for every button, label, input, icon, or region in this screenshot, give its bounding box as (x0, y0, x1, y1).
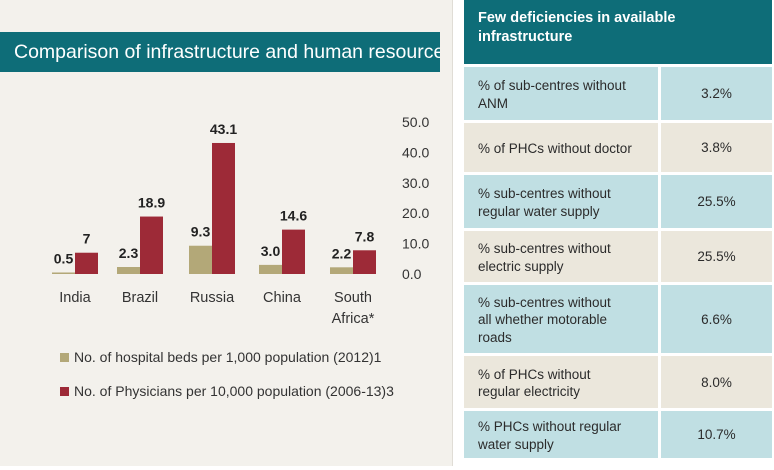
y-tick-label: 10.0 (402, 236, 429, 252)
row-label-line: electric supply (478, 258, 564, 274)
data-label-beds: 2.3 (119, 245, 139, 261)
row-label-line: % PHCs without regular (478, 419, 622, 434)
bar-beds (259, 264, 282, 274)
bar-physicians (140, 216, 163, 274)
row-value: 3.2% (701, 86, 732, 101)
bar-physicians (353, 250, 376, 274)
data-label-physicians: 7.8 (355, 228, 375, 244)
row-label-line: regular water supply (478, 203, 600, 219)
row-label-line: water supply (478, 436, 554, 452)
row-value: 3.8% (701, 140, 732, 155)
row-label: % of PHCs without regular electricity (464, 356, 661, 408)
legend-label-physicians: No. of Physicians per 10,000 population … (74, 383, 394, 399)
y-tick-label: 40.0 (402, 144, 429, 160)
legend-swatch-physicians (60, 386, 69, 396)
legend-item-physicians: No. of Physicians per 10,000 population … (60, 383, 394, 399)
row-label-line: % sub-centres without (478, 241, 611, 256)
row-label-line: % of PHCs without (478, 366, 591, 382)
bar-physicians (282, 229, 305, 274)
row-label: % PHCs without regular water supply (464, 411, 661, 458)
table-row: % PHCs without regular water supply 10.7% (464, 408, 772, 458)
data-label-beds: 3.0 (261, 243, 281, 259)
row-label: % sub-centres without electric supply (464, 231, 661, 282)
table-header-line: Few deficiencies in available (478, 10, 676, 26)
row-value: 8.0% (701, 374, 732, 390)
category-label: South (334, 290, 372, 306)
legend-item-hospital-beds: No. of hospital beds per 1,000 populatio… (60, 349, 381, 365)
data-label-beds: 2.2 (332, 245, 352, 261)
row-label-line: all whether motorable (478, 312, 608, 328)
table-row: % sub-centres without electric supply 25.5… (464, 228, 772, 282)
data-label-physicians: 7 (83, 231, 91, 247)
row-label-line: regular electricity (478, 384, 581, 399)
row-value: 25.5% (697, 194, 736, 209)
row-label: % of sub-centres without ANM (464, 67, 661, 120)
bar-physicians (212, 142, 235, 274)
category-label: Brazil (122, 290, 158, 306)
legend-label-hospital-beds: No. of hospital beds per 1,000 populatio… (74, 349, 382, 365)
table-row: % sub-centres without all whether motorab… (464, 282, 772, 353)
data-label-beds: 0.5 (54, 250, 74, 266)
bar-beds (117, 267, 140, 274)
category-label: Russia (190, 290, 235, 306)
bar-chart: 0.0 10.0 20.0 30.0 40.0 50.0 0.5 7 India 2.3 18.9 B… (52, 114, 429, 327)
deficiencies-table: Few deficiencies in available infrastruct… (464, 0, 772, 458)
chart-panel: Comparison of infrastructure and human r… (0, 0, 453, 466)
data-label-beds: 9.3 (191, 224, 211, 240)
y-tick-label: 50.0 (402, 114, 429, 130)
row-label: % sub-centres without regular water suppl… (464, 175, 661, 228)
table-header: Few deficiencies in available infrastruct… (464, 0, 772, 64)
category-label: India (59, 290, 91, 306)
table-row: % of PHCs without doctor 3.8% (464, 120, 772, 172)
row-label-line: % of PHCs without doctor (478, 140, 632, 156)
legend-swatch-hospital-beds (60, 352, 69, 362)
row-label: % sub-centres without all whether motorab… (464, 285, 661, 353)
row-label-line: % sub-centres without (478, 186, 611, 201)
chart-title: Comparison of infrastructure and human r… (0, 32, 440, 72)
row-value: 25.5% (697, 249, 736, 264)
category-label: China (263, 290, 302, 306)
bar-beds (330, 267, 353, 274)
y-tick-label: 0.0 (402, 266, 422, 282)
table-body: % of sub-centres without ANM 3.2% % of PHCs… (464, 64, 772, 458)
y-tick-label: 30.0 (402, 175, 429, 191)
row-value: 10.7% (697, 427, 736, 442)
table-row: % sub-centres without regular water suppl… (464, 172, 772, 228)
row-label-line: ANM (478, 95, 508, 111)
row-label: % of PHCs without doctor (464, 123, 661, 172)
row-label-line: % sub-centres without (478, 294, 611, 310)
data-label-physicians: 43.1 (210, 121, 237, 137)
row-label-line: % of sub-centres without (478, 78, 626, 93)
data-label-physicians: 18.9 (138, 195, 165, 211)
bar-beds (52, 272, 75, 274)
bar-physicians (75, 252, 98, 274)
table-row: % of PHCs without regular electricity 8.0% (464, 353, 772, 408)
data-label-physicians: 14.6 (280, 208, 307, 224)
bar-beds (189, 245, 212, 274)
y-tick-label: 20.0 (402, 205, 429, 221)
row-value: 6.6% (701, 311, 732, 327)
row-label-line: roads (478, 329, 512, 345)
table-header-line: infrastructure (478, 29, 573, 45)
category-label: Africa* (332, 311, 375, 327)
table-row: % of sub-centres without ANM 3.2% (464, 64, 772, 120)
